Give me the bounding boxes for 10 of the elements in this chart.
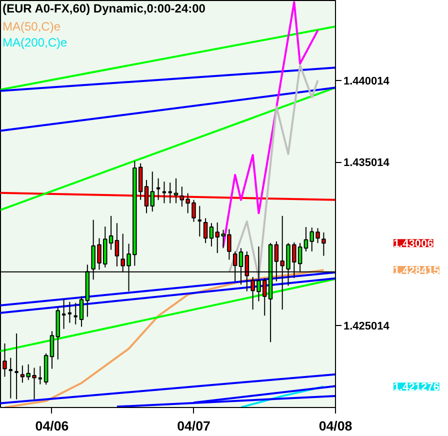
text: MA(200,C)e	[2, 36, 68, 50]
x-tick-label: 04/08	[318, 418, 352, 434]
y-tick-label: 1.435014	[344, 157, 390, 170]
x-tick-label: 04/06	[35, 418, 69, 434]
text: MA(50,C)e	[2, 20, 61, 34]
x-tick-label: 04/07	[177, 418, 210, 434]
y-tick-label: 1.425014	[344, 320, 390, 333]
y-tick-label: 1.440014	[344, 75, 390, 88]
chart-title: (EUR A0-FX,60) Dynamic,0:00-24:00	[2, 2, 206, 16]
text: 1.428415	[394, 264, 440, 277]
